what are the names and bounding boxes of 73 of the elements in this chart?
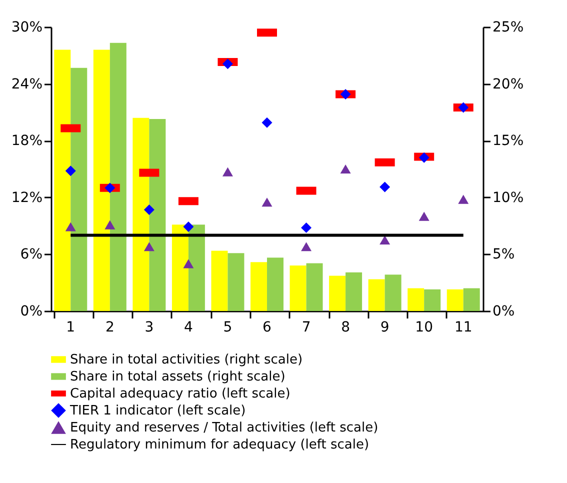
point	[222, 58, 233, 70]
y-tick-label: 24%	[11, 76, 42, 92]
bar	[306, 263, 323, 311]
bar	[149, 119, 166, 311]
bar	[228, 253, 244, 311]
x-tick-label: 10	[415, 320, 434, 336]
bar	[408, 288, 424, 311]
point	[65, 222, 76, 232]
bar	[446, 289, 464, 311]
bar	[110, 42, 126, 311]
x-tick-label: 7	[302, 320, 311, 336]
y-tick-label: 12%	[11, 190, 42, 206]
x-tick-label: 9	[380, 320, 390, 336]
bar	[132, 118, 150, 311]
point	[104, 220, 116, 230]
legend-label: Regulatory minimum for adequacy (left scale)	[70, 438, 370, 452]
point	[380, 235, 390, 245]
legend-label: Share in total activities (right scale)	[70, 352, 303, 368]
legend-label: Capital adequacy ratio (left scale)	[70, 386, 290, 402]
bar	[211, 250, 228, 311]
point	[183, 259, 194, 268]
bar	[463, 288, 480, 311]
point	[301, 242, 312, 252]
point	[144, 204, 154, 215]
x-tick-label: 11	[454, 320, 472, 336]
point	[104, 182, 116, 194]
x-tick-label: 8	[341, 320, 350, 336]
legend-label: TIER 1 indicator (left scale)	[69, 404, 246, 418]
point	[222, 167, 233, 176]
x-tick-label: 1	[66, 320, 76, 336]
point	[65, 166, 76, 176]
legend-label: Share in total assets (right scale)	[70, 370, 286, 384]
bar	[250, 262, 267, 311]
x-tick-label: 4	[184, 320, 193, 336]
point	[262, 198, 272, 207]
bar	[368, 279, 385, 311]
bar	[93, 50, 110, 311]
point	[340, 88, 351, 100]
point	[418, 212, 430, 221]
x-tick-label: 3	[144, 320, 154, 336]
point	[380, 182, 390, 192]
y-tick-label: 6%	[20, 246, 42, 263]
bar	[290, 266, 306, 311]
y-tick-label: 0%	[20, 304, 42, 320]
point	[458, 102, 469, 113]
bar	[329, 276, 346, 311]
y-tick-label: 30%	[11, 20, 42, 36]
x-tick-label: 6	[262, 320, 272, 336]
point	[262, 117, 272, 128]
point	[458, 194, 469, 204]
bar	[172, 224, 188, 311]
bar	[54, 50, 71, 311]
point	[301, 222, 312, 233]
bar	[424, 289, 441, 311]
bar	[267, 258, 284, 311]
y2-tick-label: 10%	[492, 190, 524, 206]
y2-tick-label: 0%	[492, 304, 515, 320]
bar	[188, 224, 205, 311]
legend-label: Equity and reserves / Total activities (left scale)	[70, 420, 378, 436]
point	[144, 242, 154, 252]
point	[183, 222, 194, 232]
bar	[346, 272, 362, 311]
y2-tick-label: 15%	[492, 133, 524, 150]
y-tick-label: 18%	[11, 133, 42, 150]
y2-tick-label: 5%	[492, 246, 515, 263]
x-tick-label: 2	[105, 320, 114, 336]
point	[418, 152, 430, 163]
bar	[70, 68, 88, 311]
y2-tick-label: 20%	[492, 76, 524, 92]
point	[340, 164, 351, 174]
y2-tick-label: 25%	[492, 20, 524, 36]
x-tick-label: 5	[223, 320, 232, 336]
bar	[384, 274, 402, 311]
